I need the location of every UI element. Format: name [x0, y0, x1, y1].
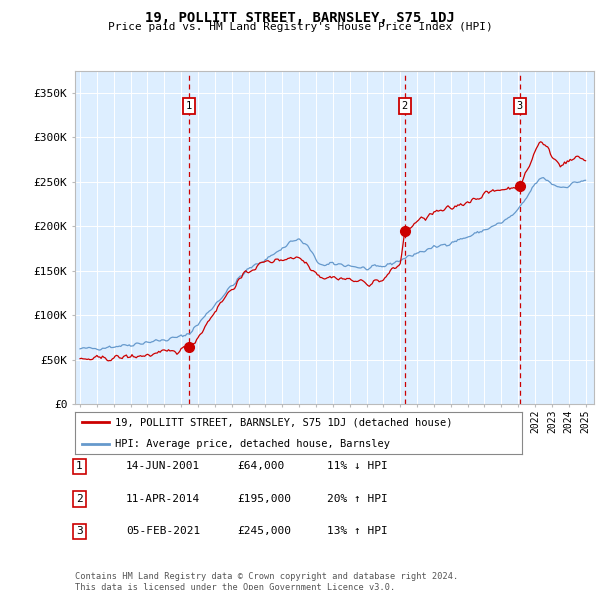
Text: £64,000: £64,000: [237, 461, 284, 471]
Text: This data is licensed under the Open Government Licence v3.0.: This data is licensed under the Open Gov…: [75, 583, 395, 590]
Text: 19, POLLITT STREET, BARNSLEY, S75 1DJ (detached house): 19, POLLITT STREET, BARNSLEY, S75 1DJ (d…: [115, 418, 453, 427]
Text: 13% ↑ HPI: 13% ↑ HPI: [327, 526, 388, 536]
Text: 3: 3: [76, 526, 83, 536]
Text: 1: 1: [186, 101, 192, 111]
Text: Price paid vs. HM Land Registry's House Price Index (HPI): Price paid vs. HM Land Registry's House …: [107, 22, 493, 32]
Text: 3: 3: [517, 101, 523, 111]
Text: 19, POLLITT STREET, BARNSLEY, S75 1DJ: 19, POLLITT STREET, BARNSLEY, S75 1DJ: [145, 11, 455, 25]
Text: 11-APR-2014: 11-APR-2014: [126, 494, 200, 504]
Text: 2: 2: [402, 101, 408, 111]
Text: HPI: Average price, detached house, Barnsley: HPI: Average price, detached house, Barn…: [115, 439, 390, 448]
Text: £195,000: £195,000: [237, 494, 291, 504]
Text: 14-JUN-2001: 14-JUN-2001: [126, 461, 200, 471]
Text: 11% ↓ HPI: 11% ↓ HPI: [327, 461, 388, 471]
Text: £245,000: £245,000: [237, 526, 291, 536]
Text: 1: 1: [76, 461, 83, 471]
Text: 20% ↑ HPI: 20% ↑ HPI: [327, 494, 388, 504]
Text: 2: 2: [76, 494, 83, 504]
Text: Contains HM Land Registry data © Crown copyright and database right 2024.: Contains HM Land Registry data © Crown c…: [75, 572, 458, 581]
Text: 05-FEB-2021: 05-FEB-2021: [126, 526, 200, 536]
